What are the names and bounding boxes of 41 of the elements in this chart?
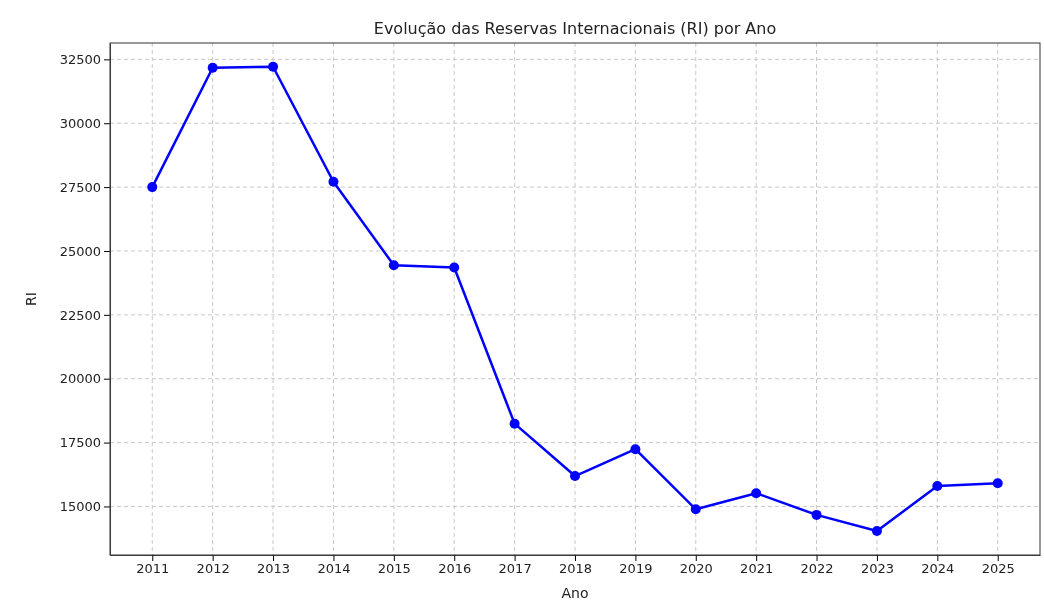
x-tick-label: 2021	[740, 561, 774, 577]
x-tick-label: 2014	[317, 561, 351, 577]
point	[690, 504, 701, 515]
chart-title: Evolução das Reservas Internacionais (RI) por Ano	[373, 19, 777, 38]
y-tick-label: 25000	[59, 243, 101, 259]
x-tick-label: 2025	[981, 561, 1015, 577]
x-axis-title: Ano	[561, 585, 589, 601]
point	[207, 62, 218, 73]
point	[871, 525, 882, 536]
point	[751, 488, 762, 499]
x-tick-label: 2015	[377, 561, 411, 577]
point	[147, 182, 158, 193]
y-tick-label: 20000	[59, 371, 101, 387]
y-tick-label: 27500	[59, 179, 101, 195]
y-tick-label: 15000	[59, 499, 101, 515]
x-tick-label: 2011	[136, 561, 170, 577]
x-tick-label: 2012	[196, 561, 230, 577]
x-tick-label: 2022	[800, 561, 834, 577]
point	[328, 176, 339, 187]
x-tick-label: 2024	[921, 561, 955, 577]
y-tick-label: 32500	[59, 52, 101, 68]
point	[388, 260, 399, 271]
x-tick-label: 2017	[498, 561, 532, 577]
point	[449, 262, 460, 273]
x-tick-label: 2020	[679, 561, 713, 577]
y-tick-label: 30000	[59, 115, 101, 131]
x-tick-label: 2019	[619, 561, 653, 577]
y-axis-title: RI	[23, 292, 39, 306]
y-tick-label: 17500	[59, 435, 101, 451]
point	[992, 478, 1003, 489]
x-tick-label: 2013	[257, 561, 291, 577]
x-tick-label: 2016	[438, 561, 472, 577]
x-tick-label: 2018	[558, 561, 593, 577]
point	[570, 471, 580, 482]
x-tick-label: 2023	[860, 561, 894, 577]
y-tick-label: 22500	[59, 307, 101, 323]
point	[630, 444, 641, 455]
point	[932, 481, 943, 492]
point	[268, 61, 279, 72]
point	[811, 509, 822, 520]
point	[509, 418, 520, 429]
